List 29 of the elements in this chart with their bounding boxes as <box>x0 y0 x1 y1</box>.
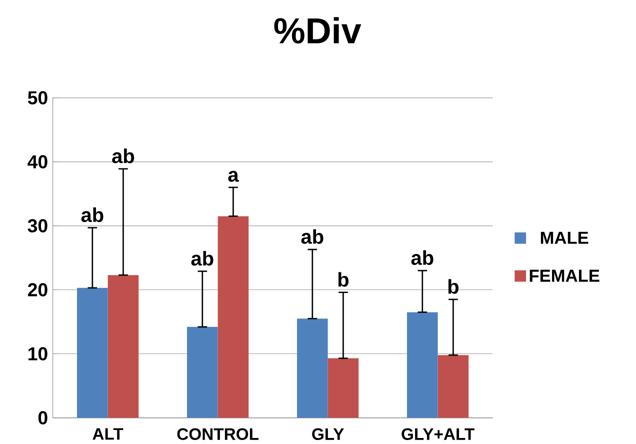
legend-label: MALE <box>540 232 588 244</box>
bar <box>438 354 469 418</box>
y-tick-label: 20 <box>28 282 48 296</box>
y-tick-label: 30 <box>28 218 48 232</box>
annotation: ab <box>112 148 134 164</box>
annotation: ab <box>411 250 434 265</box>
y-tick-label: 10 <box>28 346 48 360</box>
annotation: b <box>448 278 458 294</box>
x-tick-label: CONTROL <box>177 428 258 440</box>
annotation: ab <box>301 228 324 244</box>
annotation: ab <box>81 207 104 222</box>
x-tick-label: GLY+ALT <box>402 428 474 440</box>
x-tick-label: ALT <box>92 428 124 440</box>
annotation: ab <box>191 250 214 266</box>
y-tick-label: 0 <box>38 410 48 424</box>
bar <box>108 274 139 418</box>
bar <box>77 288 108 418</box>
annotation: a <box>228 170 239 182</box>
bar <box>187 326 218 418</box>
bar <box>328 358 359 418</box>
y-tick-label: 50 <box>28 90 48 104</box>
bar <box>297 318 328 418</box>
chart-title: %Div <box>274 16 362 44</box>
y-tick-label: 40 <box>28 154 48 168</box>
legend-label: FEMALE <box>530 270 600 282</box>
annotation: b <box>338 272 348 287</box>
bar <box>218 216 249 418</box>
x-tick-label: GLY <box>312 428 344 440</box>
bar <box>407 312 438 418</box>
